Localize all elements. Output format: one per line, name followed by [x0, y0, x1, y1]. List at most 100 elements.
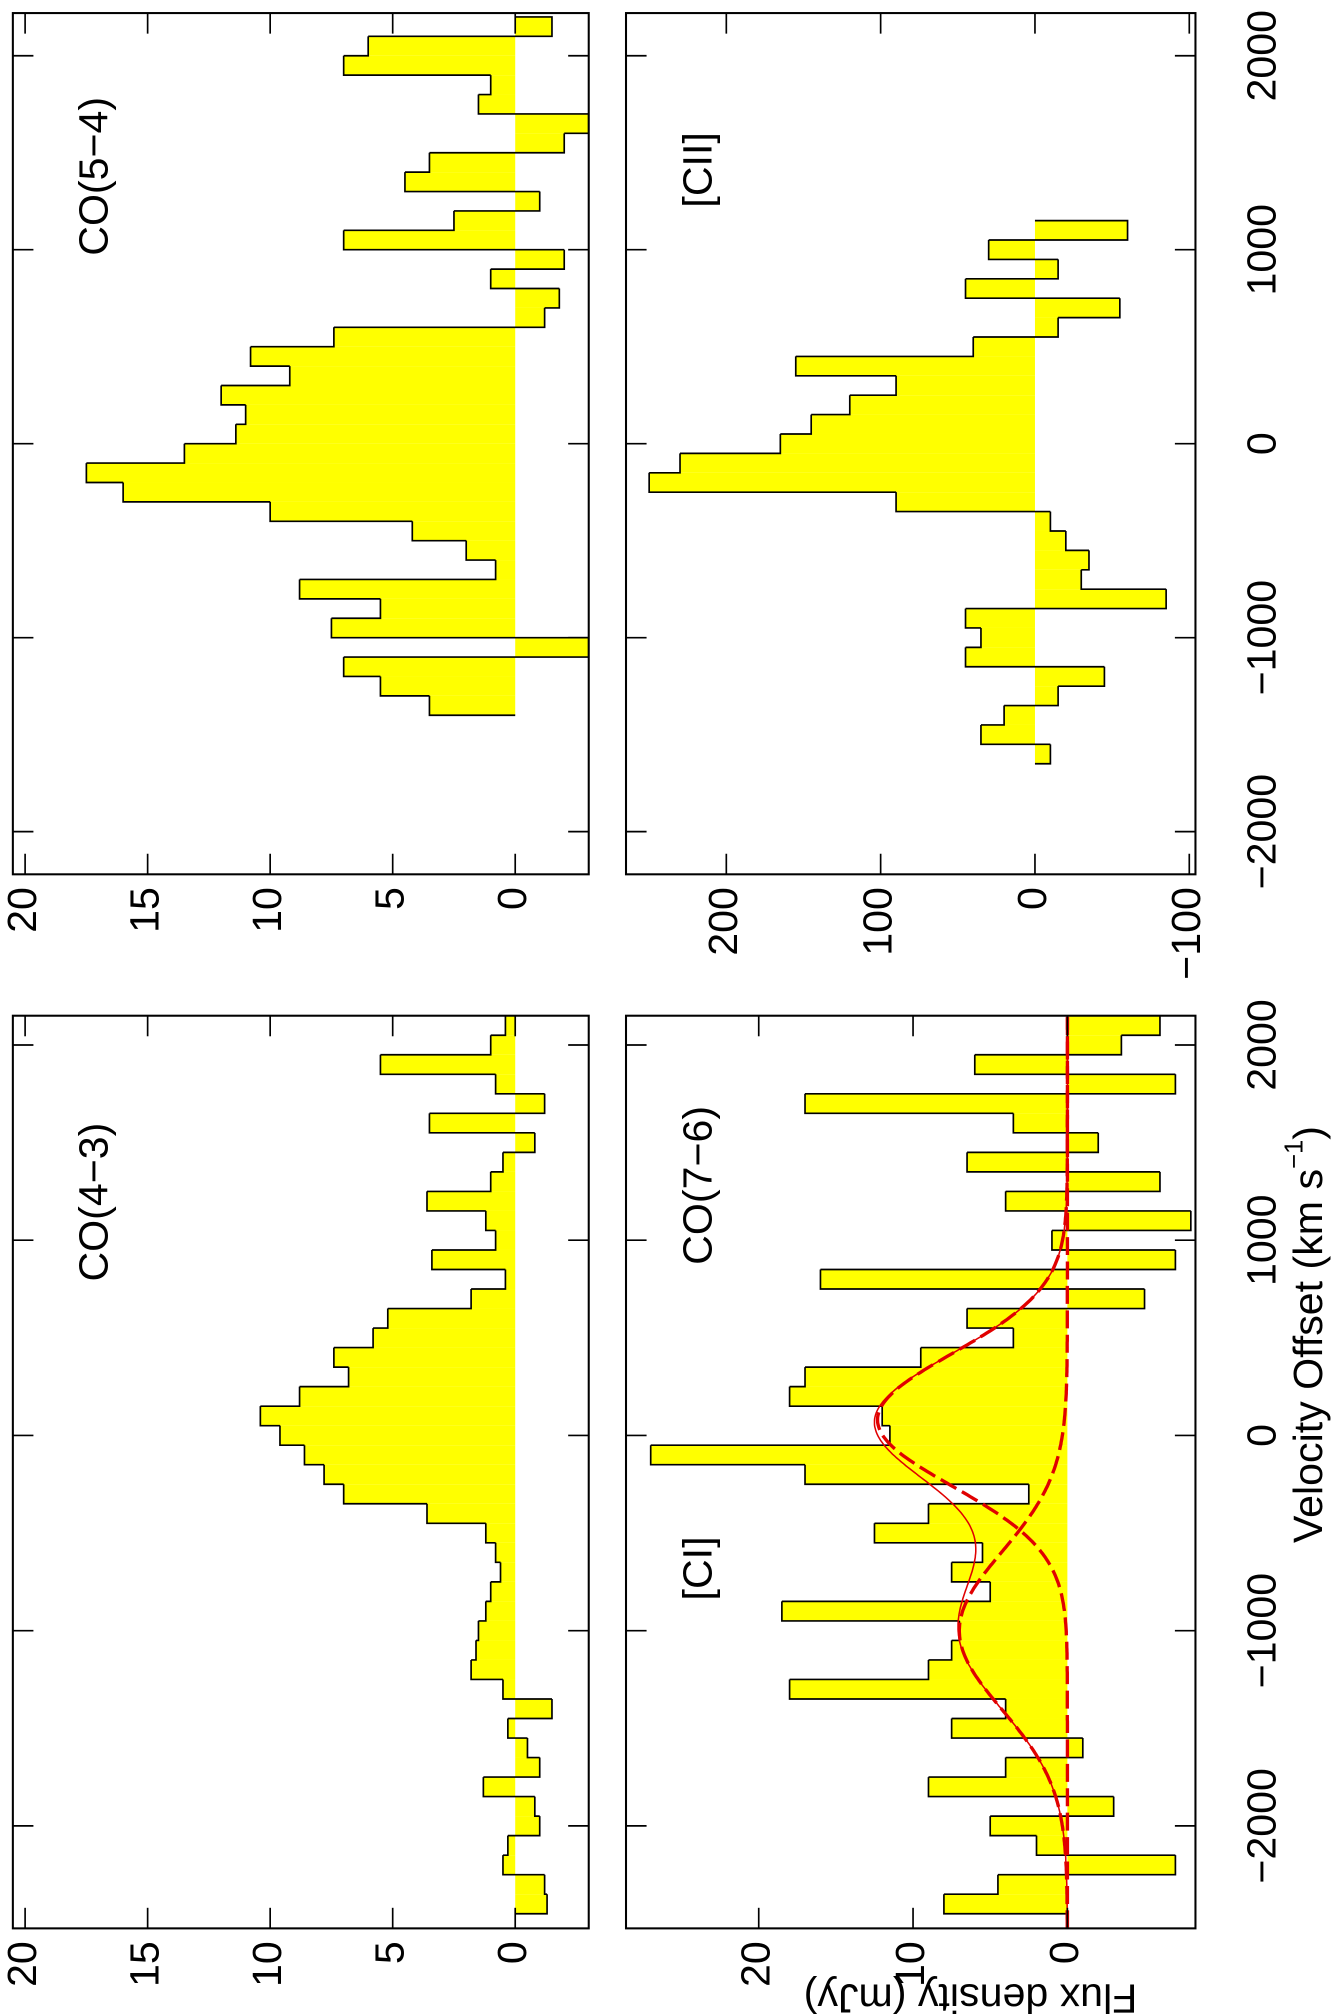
bar-outline	[964, 608, 981, 629]
bar-outline	[490, 1015, 516, 1037]
bar-outline	[260, 1386, 301, 1407]
bar-outline	[990, 1796, 1115, 1817]
bar-outline	[507, 1718, 528, 1739]
bar-outline	[881, 1406, 890, 1427]
bar-outline	[964, 647, 1105, 668]
bar-outline	[928, 1757, 1007, 1778]
bar-outline	[429, 1093, 546, 1115]
bar-outline	[805, 1074, 1177, 1095]
bar-outline	[250, 327, 335, 348]
bar	[997, 1874, 1068, 1895]
bar-outline	[471, 1640, 477, 1661]
bar	[951, 1640, 1068, 1660]
bar-outline	[1004, 686, 1059, 707]
bar	[123, 482, 516, 502]
panel-frame	[11, 1014, 590, 1930]
bar-outline	[680, 433, 782, 455]
bar	[495, 1230, 516, 1250]
bar	[270, 501, 516, 522]
bar-outline	[426, 1503, 486, 1525]
bar	[1067, 1738, 1083, 1758]
bar	[1034, 666, 1105, 687]
bar	[1013, 1328, 1068, 1348]
bar	[495, 1074, 516, 1094]
bar-outline	[804, 1093, 1014, 1115]
bar-outline	[431, 1230, 497, 1251]
bar	[988, 240, 1035, 260]
bar	[515, 16, 552, 37]
bar	[426, 1503, 516, 1524]
bar	[967, 1308, 1068, 1329]
bar	[1036, 1835, 1068, 1856]
bar-outline	[648, 472, 897, 494]
bar-outline	[411, 521, 467, 542]
bar	[789, 1679, 1068, 1699]
bar-outline	[485, 1581, 492, 1603]
bar	[951, 1718, 1068, 1739]
bar	[490, 269, 516, 289]
bar	[466, 540, 516, 561]
y-tick-label: 20	[0, 887, 45, 933]
x-tick-label: 0	[1239, 432, 1285, 455]
bar-outline	[428, 695, 516, 717]
bar-outline	[502, 1835, 509, 1857]
bar	[490, 1581, 516, 1602]
bar	[849, 395, 1035, 415]
x-axis-label-sup: −1	[1281, 1140, 1309, 1169]
y-tick-label: 0	[489, 887, 535, 910]
bar-outline	[965, 589, 1167, 610]
bar-outline	[86, 443, 186, 464]
bar	[515, 133, 565, 153]
bar-outline	[951, 1698, 1007, 1720]
bar	[515, 1738, 528, 1758]
bar-outline	[122, 482, 271, 503]
panel-label: CO(4−3)	[70, 1123, 116, 1282]
panel	[85, 16, 589, 717]
bar-outline	[476, 1620, 480, 1642]
bar	[471, 1659, 516, 1680]
bar	[959, 1620, 1068, 1641]
bar-outline	[1081, 550, 1090, 571]
bar	[404, 172, 516, 192]
bar	[1067, 1289, 1145, 1309]
bar	[965, 608, 1035, 628]
bar	[1034, 686, 1059, 706]
bar-outline	[533, 1796, 540, 1817]
bar	[485, 1210, 516, 1231]
bar-outline	[973, 1054, 1176, 1076]
bar-outline	[987, 240, 1059, 261]
bar	[965, 647, 1035, 667]
bar-outline	[1005, 1171, 1161, 1193]
bar-outline	[379, 1054, 496, 1076]
bar	[943, 1894, 1068, 1914]
bar-outline	[811, 395, 851, 416]
y-tick-label: 20	[0, 1941, 45, 1987]
bar	[1005, 1757, 1068, 1778]
bar-outline	[490, 249, 566, 270]
bar	[333, 1347, 516, 1368]
bar	[1028, 1484, 1068, 1504]
bar-outline	[989, 1816, 1037, 1837]
bar-outline	[298, 579, 381, 600]
bar	[429, 695, 516, 716]
bar	[289, 366, 516, 386]
bar-outline	[788, 1679, 1006, 1700]
bar	[500, 1562, 516, 1582]
bar	[324, 1464, 516, 1485]
y-tick-label: 15	[121, 1941, 167, 1987]
bar	[650, 1445, 1068, 1465]
bar-outline	[453, 191, 541, 212]
bar-outline	[564, 113, 589, 135]
bar	[1067, 1015, 1160, 1036]
bar-outline	[965, 627, 982, 649]
bar-outline	[259, 1406, 280, 1427]
bar-outline	[471, 1269, 507, 1290]
bar-outline	[1051, 1230, 1176, 1251]
x-tick-label: 1000	[1239, 1194, 1285, 1286]
bar	[680, 453, 1035, 473]
bar	[505, 1269, 516, 1290]
bar	[1034, 259, 1059, 279]
bar	[1034, 744, 1051, 764]
bar-outline	[1035, 1835, 1176, 1857]
bar-outline	[373, 1308, 389, 1329]
